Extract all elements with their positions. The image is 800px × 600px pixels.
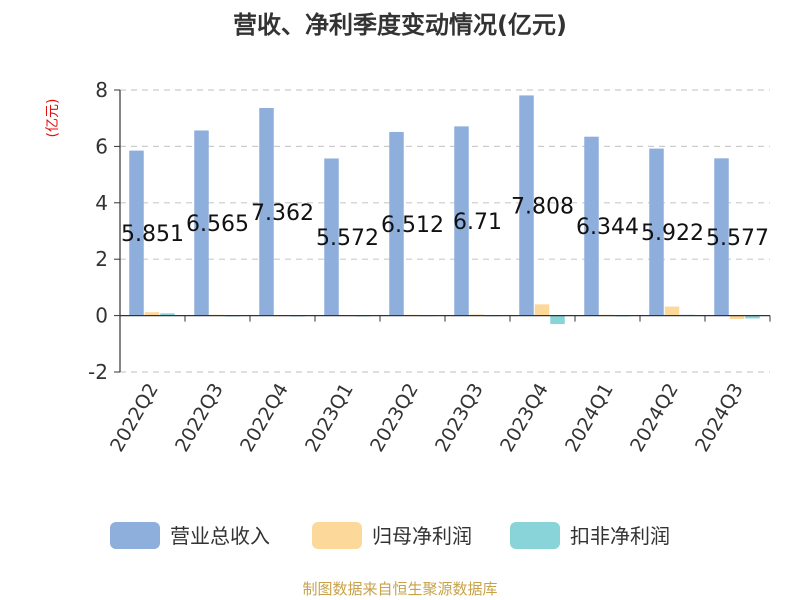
bar-2023Q3-s0 (454, 126, 469, 316)
data-label-2022Q4: 7.362 (251, 201, 314, 226)
y-tick-label: 0 (95, 304, 108, 328)
bar-2024Q2-s0 (649, 148, 664, 316)
data-label-2023Q4: 7.808 (511, 195, 574, 220)
bar-2023Q4-s2 (550, 315, 565, 325)
legend-item-2: 扣非净利润 (510, 522, 670, 549)
legend-item-0: 营业总收入 (110, 522, 270, 549)
y-tick-label: 6 (95, 134, 108, 158)
x-tick-label: 2023Q4 (496, 380, 553, 456)
x-tick-label: 2023Q3 (431, 380, 488, 456)
bar-2024Q1-s0 (584, 136, 599, 316)
bar-2024Q3-s1 (729, 315, 745, 319)
bar-2023Q1-s0 (324, 158, 339, 316)
y-tick-label: -2 (88, 360, 108, 384)
data-source-note: 制图数据来自恒生聚源数据库 (302, 580, 497, 598)
bar-2023Q4-s1 (534, 304, 550, 316)
x-tick-label: 2022Q3 (171, 380, 228, 456)
bar-2023Q4-s0 (519, 95, 534, 316)
data-label-2023Q1: 5.572 (316, 226, 379, 251)
x-tick-label: 2023Q2 (366, 380, 423, 456)
y-tick-label: 4 (95, 191, 108, 215)
y-axis-unit-label: (亿元) (45, 99, 61, 138)
legend-item-1: 归母净利润 (312, 522, 472, 549)
data-label-2024Q1: 6.344 (576, 215, 639, 240)
bar-2024Q3-s2 (745, 315, 760, 319)
bar-2022Q2-s2 (160, 313, 175, 316)
bar-2024Q3-s0 (714, 158, 729, 316)
legend-swatch (510, 522, 560, 549)
bar-2023Q2-s0 (389, 131, 404, 316)
legend-swatch (110, 522, 160, 549)
x-tick-label: 2022Q2 (106, 380, 163, 456)
x-tick-label: 2022Q4 (236, 380, 293, 456)
data-label-2022Q2: 5.851 (121, 222, 184, 247)
x-tick-label: 2024Q1 (561, 380, 618, 456)
bar-2022Q3-s0 (194, 130, 209, 316)
chart-title: 营收、净利季度变动情况(亿元) (233, 11, 567, 39)
legend: 营业总收入 归母净利润 扣非净利润 (110, 522, 670, 549)
legend-label: 营业总收入 (170, 524, 270, 548)
legend-label: 归母净利润 (372, 524, 472, 548)
data-label-2023Q3: 6.71 (453, 210, 502, 235)
data-label-2023Q2: 6.512 (381, 213, 444, 238)
bars (129, 95, 760, 325)
y-tick-label: 8 (95, 78, 108, 102)
data-label-2024Q3: 5.577 (706, 226, 769, 251)
legend-swatch (312, 522, 362, 549)
legend-label: 扣非净利润 (570, 524, 670, 548)
bar-2022Q4-s0 (259, 107, 274, 316)
bar-2022Q2-s0 (129, 150, 144, 316)
x-tick-label: 2024Q3 (691, 380, 748, 456)
bar-2022Q2-s1 (144, 312, 160, 316)
data-label-2022Q3: 6.565 (186, 212, 249, 237)
x-tick-label: 2024Q2 (626, 380, 683, 456)
data-label-2024Q2: 5.922 (641, 221, 704, 246)
y-tick-label: 2 (95, 247, 108, 271)
x-tick-label: 2023Q1 (301, 380, 358, 456)
bar-2024Q2-s1 (664, 306, 680, 316)
